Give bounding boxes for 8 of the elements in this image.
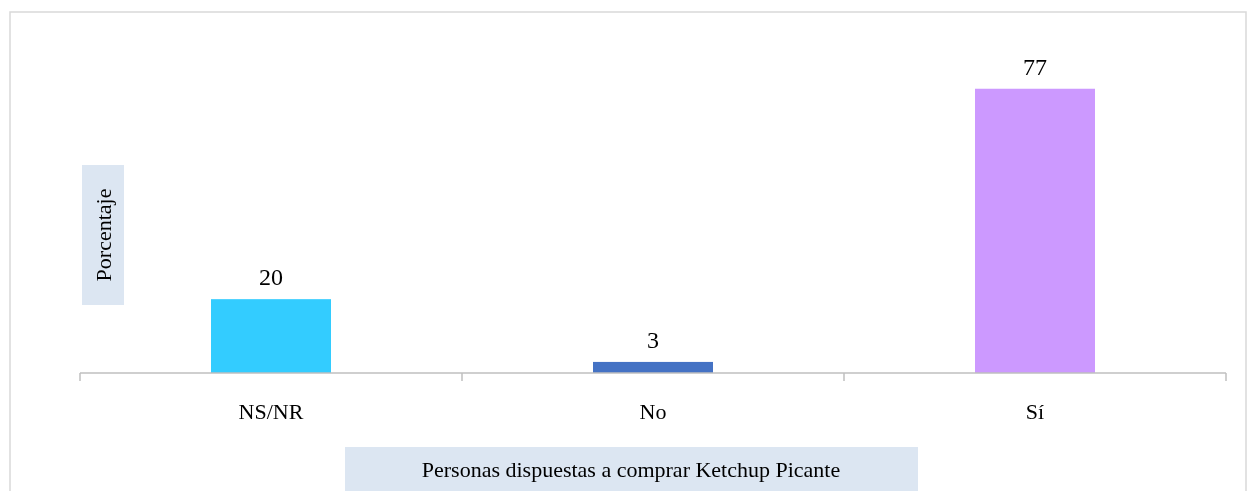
x-tick-label: NS/NR — [238, 399, 304, 424]
x-tick-label: No — [639, 399, 667, 424]
y-axis-title: Porcentaje — [91, 188, 116, 282]
x-tick-label: Sí — [1025, 399, 1045, 424]
x-axis-title: Personas dispuestas a comprar Ketchup Picante — [421, 457, 841, 482]
data-label: 3 — [647, 326, 659, 353]
data-label: 20 — [259, 264, 283, 291]
data-label: 77 — [1023, 53, 1047, 80]
